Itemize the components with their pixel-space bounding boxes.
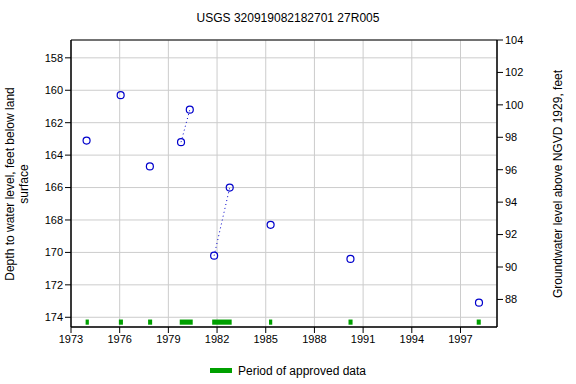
svg-text:100: 100 [505,99,523,111]
html-text:USGS 320919082182701 27R005: USGS 320919082182701 27R005 [196,11,380,25]
svg-text:172: 172 [45,279,63,291]
svg-text:160: 160 [45,84,63,96]
svg-text:90: 90 [505,261,517,273]
svg-text:98: 98 [505,131,517,143]
svg-text:Depth to water level, feet bel: Depth to water level, feet below landsur… [3,87,31,280]
svg-text:1979: 1979 [156,333,180,345]
svg-text:88: 88 [505,293,517,305]
svg-text:162: 162 [45,117,63,129]
svg-text:1988: 1988 [302,333,326,345]
svg-text:1985: 1985 [254,333,278,345]
svg-text:1976: 1976 [107,333,131,345]
html-text:Period of approved data: Period of approved data [238,364,366,378]
svg-text:1991: 1991 [351,333,375,345]
svg-text:168: 168 [45,214,63,226]
svg-text:94: 94 [505,196,517,208]
svg-text:102: 102 [505,66,523,78]
svg-text:158: 158 [45,52,63,64]
svg-text:104: 104 [505,34,523,46]
svg-text:1982: 1982 [205,333,229,345]
svg-text:1994: 1994 [400,333,424,345]
svg-text:164: 164 [45,149,63,161]
svg-text:170: 170 [45,246,63,258]
svg-text:174: 174 [45,311,63,323]
svg-text:96: 96 [505,164,517,176]
svg-text:Groundwater level above NGVD 1: Groundwater level above NGVD 1929, feet [551,69,565,298]
svg-text:1973: 1973 [59,333,83,345]
svg-text:1997: 1997 [448,333,472,345]
svg-text:92: 92 [505,228,517,240]
svg-text:166: 166 [45,181,63,193]
